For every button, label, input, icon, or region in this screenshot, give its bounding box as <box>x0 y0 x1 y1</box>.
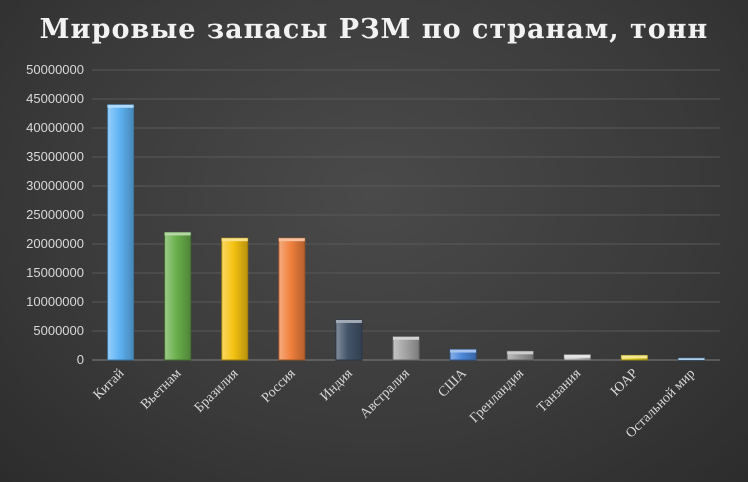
bar-6 <box>392 336 420 361</box>
y-tick-label: 35000000 <box>26 149 84 164</box>
x-tick-label: ЮАР <box>608 366 641 399</box>
bar-cap <box>107 104 134 108</box>
chart-title: Мировые запасы РЗМ по странам, тонн <box>39 14 709 45</box>
x-tick-label: Танзания <box>535 366 585 416</box>
bar-cap <box>278 238 305 242</box>
y-tick-label: 5000000 <box>33 323 84 338</box>
y-tick-label: 30000000 <box>26 178 84 193</box>
x-tick-label: Россия <box>259 366 299 406</box>
y-tick-label: 10000000 <box>26 294 84 309</box>
bar-cap <box>450 349 477 353</box>
y-tick-label: 0 <box>77 352 84 367</box>
bar-cap <box>621 355 648 359</box>
x-tick-label: Бразилия <box>192 366 242 416</box>
bar-cap <box>393 336 419 340</box>
y-tick-label: 20000000 <box>26 236 84 251</box>
x-tick-label: США <box>436 366 471 401</box>
y-tick-label: 40000000 <box>26 120 84 135</box>
x-tick-label: Гренландия <box>467 366 527 426</box>
bar-cap <box>678 358 705 360</box>
x-tick-label: Индия <box>318 366 356 404</box>
bar-cap <box>507 351 534 355</box>
x-tick-label: Австралия <box>357 366 413 422</box>
bar-3 <box>221 237 249 361</box>
y-tick-label: 15000000 <box>26 265 84 280</box>
x-tick-label: Китай <box>91 366 128 403</box>
bar-cap <box>335 319 362 323</box>
bar-cap <box>164 232 191 236</box>
y-tick-label: 45000000 <box>26 91 84 106</box>
bar-2 <box>164 231 192 361</box>
y-tick-label: 50000000 <box>26 62 84 77</box>
bar-cap <box>564 354 591 358</box>
bar-4 <box>278 237 306 361</box>
bar-1 <box>107 104 135 361</box>
bar-5 <box>335 319 363 361</box>
bar-cap <box>221 238 248 242</box>
y-tick-label: 25000000 <box>26 207 84 222</box>
x-tick-label: Вьетнам <box>138 366 184 412</box>
